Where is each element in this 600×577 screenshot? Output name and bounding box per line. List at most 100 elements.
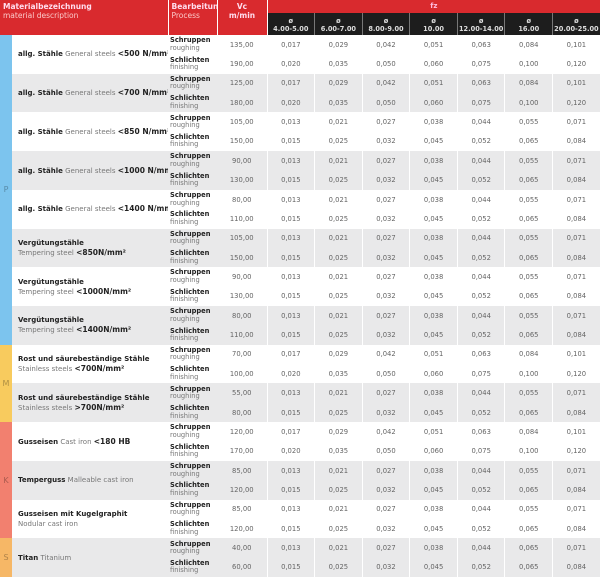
fz-value: 0,045 [409, 131, 458, 152]
vc-value: 80,00 [217, 189, 268, 210]
fz-value: 0,045 [409, 557, 458, 577]
fz-value: 0,032 [362, 557, 411, 577]
fz-value: 0,101 [552, 73, 600, 94]
fz-value: 0,025 [314, 480, 363, 500]
fz-value: 0,032 [362, 286, 411, 307]
table-row: Schlichten finishing 60,00 0,015 0,025 0,032 0… [0, 557, 600, 577]
fz-value: 0,075 [457, 93, 506, 113]
process-finish: Schlichten finishing [168, 287, 217, 306]
fz-value: 0,071 [552, 499, 600, 519]
fz-value: 0,071 [552, 383, 600, 403]
fz-value: 0,084 [504, 422, 554, 442]
fz-value: 0,015 [267, 402, 316, 423]
fz-value: 0,044 [457, 112, 506, 132]
material-description: Vergütungstähle Tempering steel <1000N/mm… [12, 267, 168, 306]
vc-value: 120,00 [217, 518, 268, 539]
fz-value: 0,021 [314, 151, 363, 171]
process-de: Schruppen [170, 462, 211, 471]
fz-value: 0,021 [314, 538, 363, 558]
table-row: Temperguss Malleable cast iron Schruppen… [0, 460, 600, 500]
process-en: finishing [170, 411, 199, 420]
process-rough: Schruppen roughing [168, 460, 217, 481]
fz-value: 0,084 [552, 247, 600, 268]
fz-value: 0,032 [362, 402, 411, 423]
fz-value: 0,025 [314, 286, 363, 307]
material-limit: <700 N/mm² [117, 88, 168, 98]
table-row: S Titan Titanium Schruppen roughing 40,00 0,… [0, 538, 600, 577]
material-limit: <500 N/mm² [117, 49, 168, 59]
process-en: finishing [170, 372, 199, 381]
fz-value: 0,052 [457, 131, 506, 152]
fz-value: 0,038 [409, 112, 458, 132]
fz-value: 0,015 [267, 325, 316, 345]
process-rough: Schruppen roughing [168, 35, 217, 54]
process-finish: Schlichten finishing [168, 325, 217, 345]
fz-value: 0,017 [267, 35, 316, 55]
fz-value: 0,042 [362, 344, 411, 365]
material-description: allg. Stähle General steels <1000 N/mm² [12, 151, 168, 190]
fz-value: 0,120 [552, 54, 600, 74]
vc-value: 70,00 [217, 344, 268, 365]
material-group-K: K [0, 422, 12, 539]
fz-value: 0,032 [362, 247, 411, 268]
fz-value: 0,038 [409, 151, 458, 171]
process-finish: Schlichten finishing [168, 480, 217, 500]
process-rough: Schruppen roughing [168, 267, 217, 286]
material-limit: <850 N/mm² [117, 126, 168, 136]
vc-value: 90,00 [217, 267, 268, 287]
fz-value: 0,032 [362, 170, 411, 190]
fz-value: 0,084 [552, 325, 600, 345]
fz-value: 0,065 [504, 557, 554, 577]
fz-value: 0,052 [457, 325, 506, 345]
material-name-de: allg. Stähle [18, 50, 63, 59]
fz-value: 0,035 [314, 364, 363, 384]
process-en: finishing [170, 256, 199, 265]
fz-value: 0,052 [457, 518, 506, 539]
diameter-symbol: ø [431, 17, 436, 25]
process-rough: Schruppen roughing [168, 190, 217, 209]
fz-value: 0,071 [552, 460, 600, 481]
material-description: Rost und säurebeständige Stähle Stainless… [12, 383, 168, 423]
process-en: roughing [170, 275, 200, 284]
fz-value: 0,071 [552, 112, 600, 132]
fz-value: 0,042 [362, 422, 411, 442]
fz-value: 0,055 [504, 383, 554, 403]
fz-value: 0,017 [267, 344, 316, 365]
fz-value: 0,027 [362, 460, 411, 481]
fz-value: 0,084 [552, 480, 600, 500]
process-rough: Schruppen roughing [168, 422, 217, 441]
process-de: Schlichten [170, 326, 210, 335]
material-name-de: allg. Stähle [18, 166, 63, 175]
material-description: Temperguss Malleable cast iron [12, 460, 168, 500]
fz-value: 0,063 [457, 344, 506, 365]
vc-value: 55,00 [217, 383, 268, 403]
fz-value: 0,071 [552, 228, 600, 248]
fz-value: 0,050 [362, 364, 411, 384]
fz-value: 0,044 [457, 267, 506, 287]
fz-value: 0,027 [362, 538, 411, 558]
material-name-de: Vergütungstähle [18, 238, 84, 247]
table-row: Schlichten finishing 130,00 0,015 0,025 0,032… [0, 286, 600, 307]
material-limit: <1000N/mm² [76, 286, 132, 296]
material-name-en: General steels [65, 127, 116, 136]
fz-value: 0,042 [362, 35, 411, 55]
fz-value: 0,015 [267, 518, 316, 539]
fz-value: 0,044 [457, 189, 506, 210]
fz-value: 0,065 [504, 247, 554, 268]
process-de: Schlichten [170, 94, 210, 103]
material-limit: <700N/mm² [74, 364, 125, 374]
fz-value: 0,021 [314, 112, 363, 132]
table-row: Schlichten finishing 80,00 0,015 0,025 0,032 0… [0, 402, 600, 423]
fz-value: 0,045 [409, 325, 458, 345]
fz-value: 0,027 [362, 151, 411, 171]
process-finish: Schlichten finishing [168, 442, 217, 461]
process-de: Schruppen [170, 74, 211, 83]
diameter-symbol: ø [478, 17, 484, 25]
fz-value: 0,029 [314, 35, 363, 55]
process-finish: Schlichten finishing [168, 557, 217, 577]
fz-value: 0,044 [457, 228, 506, 248]
process-en: roughing [170, 237, 200, 246]
fz-value: 0,025 [314, 402, 363, 423]
process-en: roughing [170, 159, 200, 168]
vc-header: Vc m/min [217, 0, 268, 35]
